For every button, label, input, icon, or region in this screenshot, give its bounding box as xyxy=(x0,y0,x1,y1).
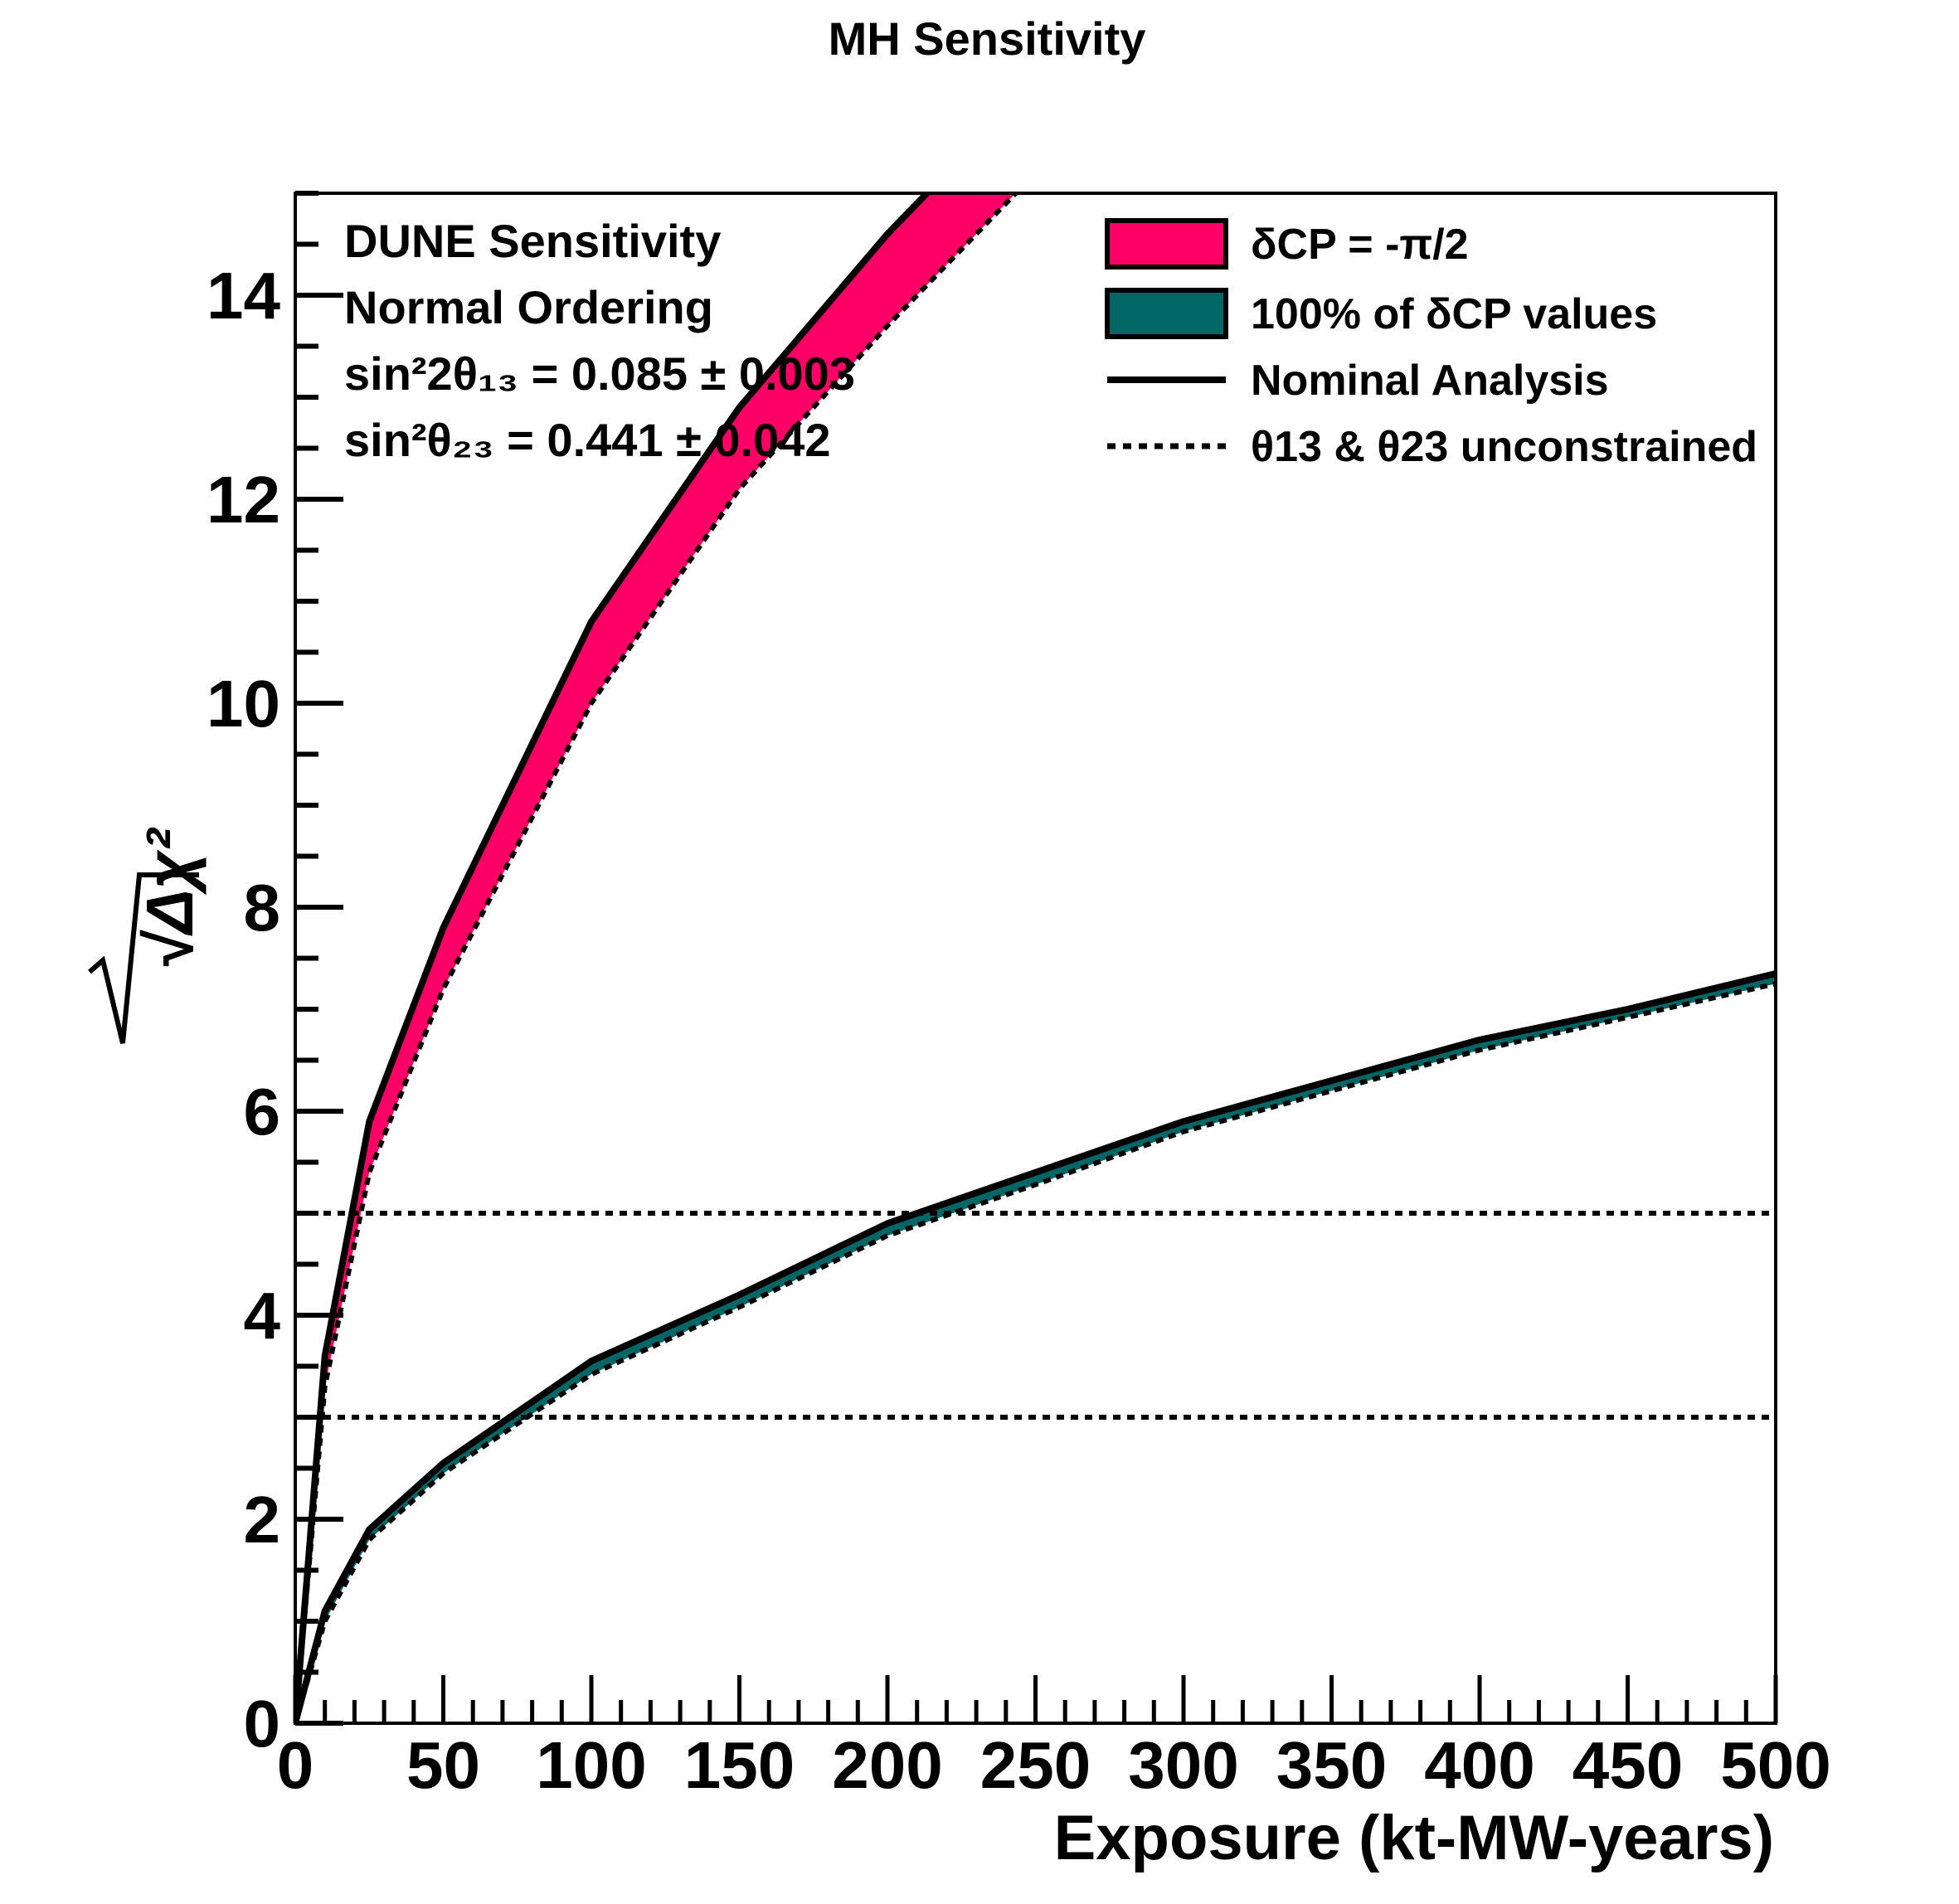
annotation-theta13: sin²2θ₁₃ = 0.085 ± 0.003 xyxy=(344,347,855,400)
x-tick-label: 50 xyxy=(406,1728,480,1802)
legend-label-all-dcp: 100% of δCP values xyxy=(1251,290,1657,338)
y-tick-label: 4 xyxy=(244,1279,281,1353)
y-tick-label: 6 xyxy=(244,1075,281,1149)
y-tick-label: 8 xyxy=(244,871,281,945)
unconstrained-line-1 xyxy=(295,981,1776,1723)
annotation-theta23: sin²θ₂₃ = 0.441 ± 0.042 xyxy=(344,414,831,466)
band-fill-0 xyxy=(295,193,1016,1723)
legend-label-dcp: δCP = -π/2 xyxy=(1251,221,1469,269)
annotation-block: DUNE Sensitivity Normal Ordering sin²2θ₁… xyxy=(344,215,855,466)
x-tick-label: 150 xyxy=(684,1728,795,1802)
y-tick-label: 12 xyxy=(207,463,280,537)
annotation-experiment: DUNE Sensitivity xyxy=(344,215,721,267)
legend-swatch-all-dcp xyxy=(1105,288,1228,339)
nominal-line-1 xyxy=(295,970,1776,1723)
legend-swatch-dcp xyxy=(1105,218,1228,270)
legend: δCP = -π/2 100% of δCP values Nominal An… xyxy=(1105,218,1757,471)
band-fill-1 xyxy=(295,974,1776,1723)
unconstrained-line-0 xyxy=(295,193,1019,1723)
y-tick-label: 2 xyxy=(244,1483,281,1557)
x-tick-label: 500 xyxy=(1720,1728,1830,1802)
x-tick-label: 350 xyxy=(1276,1728,1387,1802)
annotation-ordering: Normal Ordering xyxy=(344,281,713,333)
y-tick-label: 10 xyxy=(207,667,280,741)
y-axis-label-text: √Δχ² xyxy=(133,827,207,970)
x-tick-label: 250 xyxy=(980,1728,1091,1802)
y-tick-label: 0 xyxy=(244,1687,281,1761)
y-tick-label: 14 xyxy=(207,259,280,333)
x-tick-label: 200 xyxy=(832,1728,942,1802)
x-tick-label: 100 xyxy=(536,1728,646,1802)
chart-title: MH Sensitivity xyxy=(829,12,1146,65)
x-tick-label: 0 xyxy=(277,1728,314,1802)
x-tick-label: 300 xyxy=(1128,1728,1238,1802)
x-axis-label: Exposure (kt-MW-years) xyxy=(1054,1803,1774,1873)
y-axis-label: √Δχ² xyxy=(88,827,207,1044)
x-tick-label: 450 xyxy=(1573,1728,1683,1802)
legend-label-nominal: Nominal Analysis xyxy=(1251,357,1609,405)
x-tick-label: 400 xyxy=(1424,1728,1534,1802)
legend-label-unconstrained: θ13 & θ23 unconstrained xyxy=(1251,423,1757,471)
